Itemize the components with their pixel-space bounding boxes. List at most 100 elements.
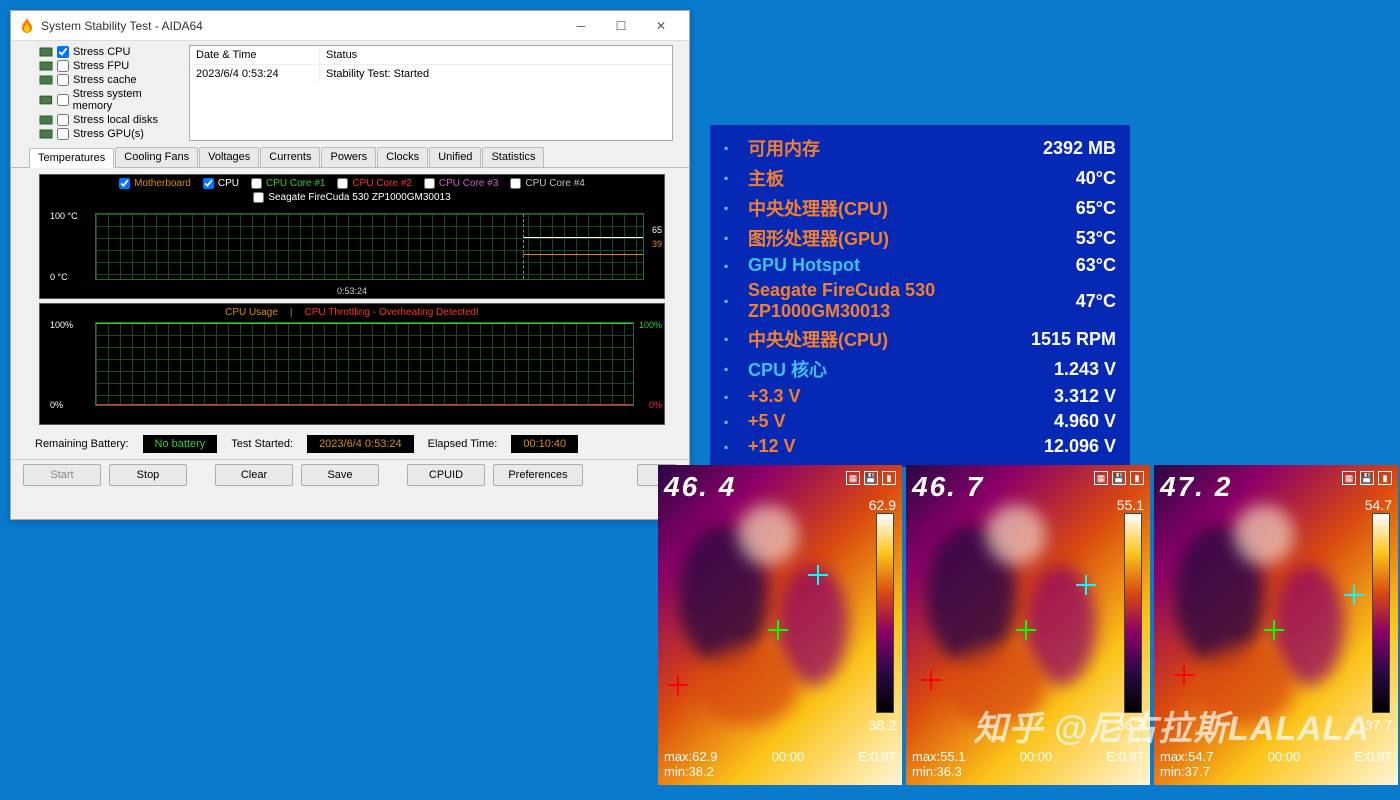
close-button[interactable]: ✕ — [641, 12, 681, 40]
thermal-colorbar — [876, 513, 894, 713]
started-label: Test Started: — [231, 438, 293, 450]
legend-item[interactable]: CPU Core #2 — [337, 178, 411, 189]
legend-checkbox[interactable] — [203, 178, 214, 189]
temperature-chart: Motherboard CPU CPU Core #1 CPU Core #2 CPU … — [39, 174, 665, 299]
stop-button[interactable]: Stop — [109, 464, 187, 486]
button-row: Start Stop Clear Save CPUID Preferences — [11, 459, 689, 490]
sensor-row: ▪ 中央处理器(CPU) 65°C — [724, 193, 1116, 223]
clear-button[interactable]: Clear — [215, 464, 293, 486]
window-titlebar[interactable]: System Stability Test - AIDA64 ─ ☐ ✕ — [11, 11, 689, 41]
window-title: System Stability Test - AIDA64 — [41, 19, 561, 33]
stress-option-row: Stress GPU(s) — [39, 127, 181, 141]
stress-label: Stress FPU — [73, 60, 129, 72]
sensor-value: 3.312 V — [1054, 386, 1116, 407]
sensor-value: 2392 MB — [1043, 138, 1116, 159]
legend-checkbox[interactable] — [119, 178, 130, 189]
legend-item[interactable]: Motherboard — [119, 178, 191, 189]
tab-temperatures[interactable]: Temperatures — [29, 148, 114, 168]
tab-powers[interactable]: Powers — [321, 147, 376, 167]
thermal-emissivity: E:0.97 — [858, 749, 896, 764]
stress-checkbox[interactable] — [57, 60, 69, 72]
stress-checkbox[interactable] — [57, 114, 69, 126]
temp-annotation-hi: 65 — [652, 225, 662, 235]
usage-chart-legend: CPU Usage | CPU Throttling - Overheating… — [40, 304, 664, 321]
temp-annotation-lo: 39 — [652, 239, 662, 249]
usage-legend-cpu: CPU Usage — [225, 307, 278, 318]
preferences-button[interactable]: Preferences — [493, 464, 583, 486]
legend-item[interactable]: CPU — [203, 178, 239, 189]
crosshair-min-icon — [1174, 665, 1194, 685]
thermal-bottom-info: max:54.7 00:00 E:0.97 min:37.7 — [1160, 749, 1392, 779]
save-button[interactable]: Save — [301, 464, 379, 486]
chip-icon — [39, 75, 53, 85]
stress-checkbox[interactable] — [57, 94, 69, 106]
chip-icon — [39, 129, 53, 139]
legend-checkbox[interactable] — [337, 178, 348, 189]
stress-option-row: Stress FPU — [39, 59, 181, 73]
legend-label: CPU Core #3 — [439, 178, 498, 189]
stress-label: Stress local disks — [73, 114, 158, 126]
legend-checkbox[interactable] — [510, 178, 521, 189]
minimize-button[interactable]: ─ — [561, 12, 601, 40]
tab-currents[interactable]: Currents — [260, 147, 320, 167]
stress-checkbox[interactable] — [57, 74, 69, 86]
thermal-top-icons: ▦💾▮ — [846, 471, 896, 485]
thermal-top-icons: ▦💾▮ — [1342, 471, 1392, 485]
tab-voltages[interactable]: Voltages — [199, 147, 259, 167]
maximize-button[interactable]: ☐ — [601, 12, 641, 40]
stress-checkbox[interactable] — [57, 46, 69, 58]
chip-icon — [39, 61, 53, 71]
usage-top-line — [96, 323, 633, 324]
legend-item[interactable]: CPU Core #4 — [510, 178, 584, 189]
stress-label: Stress cache — [73, 74, 137, 86]
temp-axis-min: 0 °C — [50, 272, 68, 282]
stress-option-row: Stress local disks — [39, 113, 181, 127]
thermal-sd-icon: 💾 — [1112, 471, 1126, 485]
sensor-icon: ▪ — [724, 362, 742, 376]
legend-item[interactable]: CPU Core #1 — [251, 178, 325, 189]
usage-axis-max: 100% — [50, 320, 73, 330]
colorbar-max: 62.9 — [869, 497, 896, 513]
stress-label: Stress CPU — [73, 46, 130, 58]
legend-item[interactable]: Seagate FireCuda 530 ZP1000GM30013 — [253, 192, 450, 203]
cpuid-button[interactable]: CPUID — [407, 464, 485, 486]
sensor-icon: ▪ — [724, 201, 742, 215]
tab-unified[interactable]: Unified — [429, 147, 481, 167]
thermal-time: 00:00 — [1020, 749, 1053, 764]
tab-statistics[interactable]: Statistics — [482, 147, 544, 167]
sensor-icon: ▪ — [724, 294, 742, 308]
legend-checkbox[interactable] — [253, 192, 264, 203]
thermal-bottom-info: max:55.1 00:00 E:0.97 min:36.3 — [912, 749, 1144, 779]
sensor-label: 图形处理器(GPU) — [748, 225, 1076, 251]
tab-clocks[interactable]: Clocks — [377, 147, 428, 167]
log-row[interactable]: 2023/6/4 0:53:24 Stability Test: Started — [190, 65, 672, 83]
crosshair-max-icon — [1076, 575, 1096, 595]
crosshair-min-icon — [921, 670, 941, 690]
start-button[interactable]: Start — [23, 464, 101, 486]
crosshair-center-icon — [1264, 620, 1284, 640]
legend-checkbox[interactable] — [424, 178, 435, 189]
watermark-text: 知乎 @尼古拉斯LALALA — [973, 701, 1370, 750]
legend-checkbox[interactable] — [251, 178, 262, 189]
cpu-usage-chart: CPU Usage | CPU Throttling - Overheating… — [39, 303, 665, 425]
event-log-panel: Date & Time Status 2023/6/4 0:53:24 Stab… — [189, 45, 673, 141]
sensor-icon: ▪ — [724, 415, 742, 429]
stress-checkbox[interactable] — [57, 128, 69, 140]
tab-cooling-fans[interactable]: Cooling Fans — [115, 147, 198, 167]
thermal-battery-icon: ▮ — [1130, 471, 1144, 485]
log-header-status[interactable]: Status — [320, 46, 672, 64]
temp-axis-max: 100 °C — [50, 211, 78, 221]
sensor-row: ▪ 中央处理器(CPU) 1515 RPM — [724, 324, 1116, 354]
log-header-datetime[interactable]: Date & Time — [190, 46, 320, 64]
sensor-value: 53°C — [1076, 228, 1116, 249]
crosshair-center-icon — [1016, 620, 1036, 640]
thermal-battery-icon: ▮ — [882, 471, 896, 485]
fire-icon — [19, 18, 35, 34]
sensor-label: 中央处理器(CPU) — [748, 326, 1031, 352]
legend-item[interactable]: CPU Core #3 — [424, 178, 498, 189]
legend-label: CPU Core #1 — [266, 178, 325, 189]
thermal-max: max:54.7 — [1160, 749, 1213, 764]
thermal-mode-icon: ▦ — [1342, 471, 1356, 485]
sensor-value: 1.243 V — [1054, 359, 1116, 380]
thermal-max: max:62.9 — [664, 749, 717, 764]
